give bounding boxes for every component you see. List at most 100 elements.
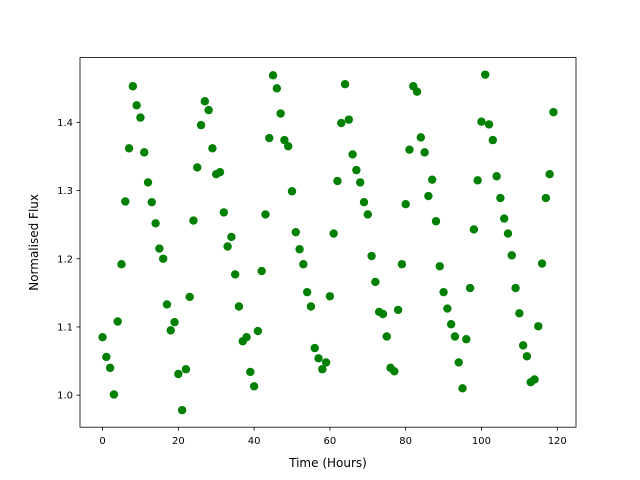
point <box>261 210 270 219</box>
plot-frame <box>79 57 577 428</box>
point <box>310 343 319 353</box>
point <box>287 187 297 196</box>
point <box>477 117 486 126</box>
point <box>397 260 407 269</box>
x-tick-label: 40 <box>248 436 261 447</box>
point <box>390 367 399 376</box>
point <box>158 254 168 263</box>
x-tick-label: 20 <box>172 436 185 447</box>
point <box>484 120 494 129</box>
point <box>481 70 490 79</box>
point <box>284 142 293 151</box>
point <box>204 105 213 115</box>
point <box>352 165 361 175</box>
point <box>230 270 240 279</box>
point <box>318 365 327 374</box>
point <box>208 144 217 153</box>
point <box>246 367 255 377</box>
point <box>382 332 391 341</box>
point <box>299 260 308 269</box>
point <box>185 292 194 302</box>
point <box>545 170 554 179</box>
point <box>420 148 429 157</box>
point <box>102 352 111 362</box>
point <box>234 302 244 311</box>
point <box>537 259 547 268</box>
point <box>151 219 160 228</box>
point <box>321 358 331 367</box>
point <box>265 133 274 143</box>
x-tick-label: 100 <box>472 436 491 447</box>
y-tick-label: 1.1 <box>57 322 73 333</box>
point <box>189 216 198 225</box>
point <box>431 217 441 226</box>
point <box>219 208 228 217</box>
point <box>242 332 251 342</box>
x-tick-label: 60 <box>324 436 337 447</box>
point <box>249 382 259 391</box>
point <box>295 245 304 254</box>
point <box>435 262 444 271</box>
point <box>348 150 357 159</box>
point <box>359 197 369 207</box>
point <box>325 292 335 301</box>
y-axis-label: Normalised Flux <box>27 194 41 291</box>
y-tick-label: 1.3 <box>57 186 73 197</box>
point <box>405 145 414 154</box>
y-tick-label: 1.4 <box>57 118 73 129</box>
point <box>473 176 482 185</box>
y-tick-label: 1.0 <box>57 391 73 402</box>
point <box>117 260 126 269</box>
point <box>98 332 107 342</box>
point <box>462 335 471 344</box>
point <box>499 214 509 223</box>
point <box>140 148 149 157</box>
point <box>280 135 289 145</box>
point <box>496 193 505 203</box>
point <box>177 405 187 415</box>
point <box>534 322 543 331</box>
point <box>518 341 528 350</box>
point <box>291 227 300 237</box>
point <box>200 97 210 106</box>
point <box>193 163 202 172</box>
point <box>443 304 452 313</box>
point <box>439 287 448 297</box>
point <box>428 175 437 184</box>
point <box>257 266 266 276</box>
point <box>488 135 498 145</box>
point <box>522 352 532 361</box>
point <box>412 87 422 96</box>
point <box>314 354 323 363</box>
x-tick-label: 120 <box>548 436 567 447</box>
point <box>329 229 338 238</box>
point <box>227 232 236 242</box>
point <box>446 320 456 329</box>
point <box>215 167 225 177</box>
point <box>337 118 346 128</box>
point <box>166 326 175 335</box>
point <box>113 317 122 326</box>
point <box>530 375 539 384</box>
point <box>147 197 157 207</box>
point <box>121 197 130 206</box>
point <box>333 176 342 186</box>
point <box>155 244 164 253</box>
point <box>424 191 433 201</box>
y-tick-label: 1.2 <box>57 254 73 265</box>
point <box>109 390 119 399</box>
x-tick-label: 80 <box>399 436 412 447</box>
point <box>268 71 278 80</box>
point <box>503 229 513 238</box>
point <box>450 332 460 341</box>
point <box>306 302 316 311</box>
point <box>272 84 282 93</box>
point <box>128 82 138 91</box>
point <box>340 79 350 89</box>
point <box>454 358 463 367</box>
point <box>393 305 403 315</box>
point <box>344 115 354 124</box>
point <box>196 120 206 130</box>
